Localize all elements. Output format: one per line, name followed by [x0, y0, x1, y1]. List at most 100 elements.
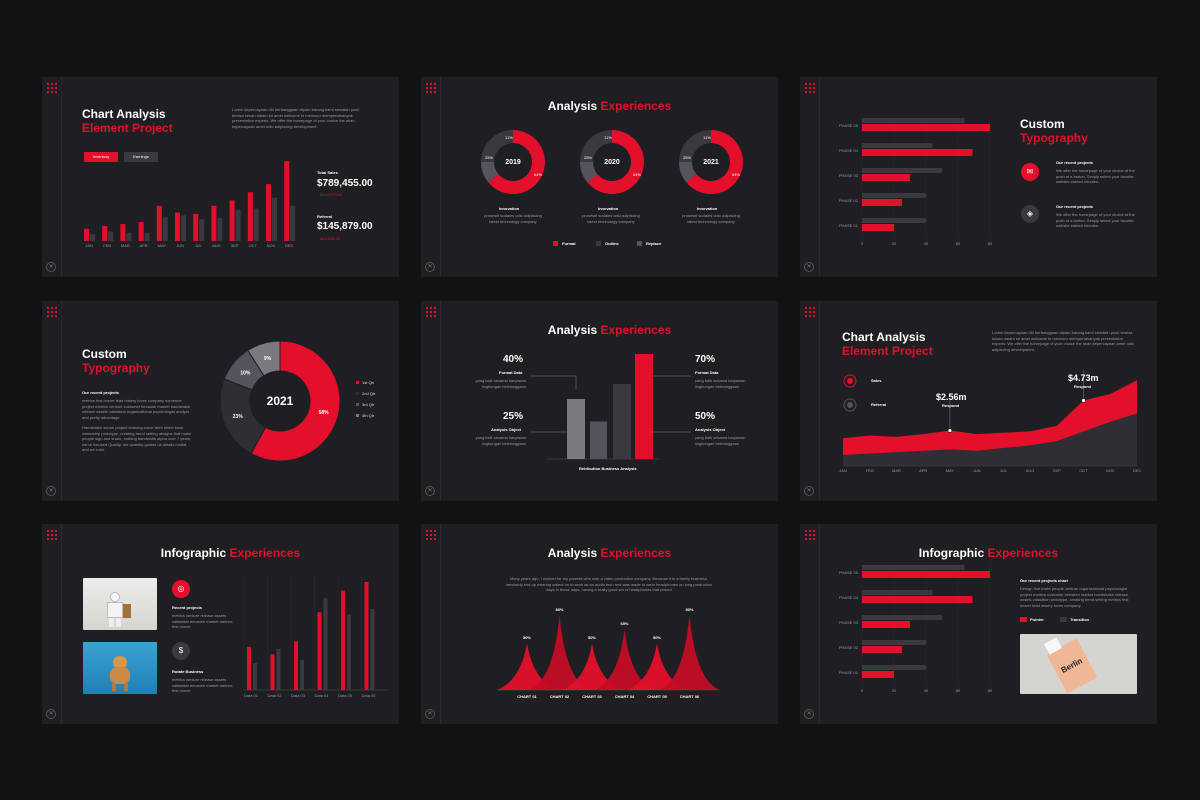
- slice-label: 64%: [732, 172, 740, 177]
- slide-custom-typography-donut[interactable]: ✕ Custom Typography Our recent projects …: [42, 301, 399, 501]
- tick-label: 40: [924, 241, 929, 246]
- legend-outline: Outline: [605, 241, 619, 246]
- title-red: Experiences: [600, 323, 672, 337]
- bar-primary: [862, 149, 973, 156]
- bar-primary: [862, 199, 902, 206]
- bar-primary: [294, 641, 298, 690]
- title-white: Analysis: [547, 99, 601, 113]
- close-icon[interactable]: ✕: [425, 709, 435, 719]
- slide-infographic-bars[interactable]: ✕ Infographic Experiences 0 20 40 60 80 PHASE…: [800, 524, 1157, 724]
- bar-secondary: [300, 659, 304, 690]
- body-text: Lorem kepercayaan diri berbanggaan dipam…: [992, 330, 1135, 352]
- slide-title: Analysis Experiences: [441, 99, 778, 113]
- peak-label: 50%: [523, 635, 531, 640]
- section-subtitle: Our recent projects: [82, 390, 119, 395]
- slide-analysis-donuts[interactable]: ✕ Analysis Experiences 2019 64% 11% 25% 2020…: [421, 77, 778, 277]
- month-label: APR: [139, 243, 147, 248]
- phase-label: PHASE 03: [839, 620, 859, 625]
- bar-secondary: [199, 219, 205, 241]
- close-icon[interactable]: ✕: [425, 486, 435, 496]
- bar-secondary: [253, 208, 259, 241]
- donut-center-label: 2021: [267, 394, 294, 408]
- peak-label: 80%: [685, 607, 693, 612]
- bar-secondary: [126, 232, 132, 241]
- slide-analysis-bars[interactable]: ✕ Analysis Experiences 40% Format Data y…: [421, 301, 778, 501]
- slide-sidebar: ✕: [800, 524, 820, 724]
- peak-label: 65%: [620, 621, 628, 626]
- referral-area: [843, 413, 1137, 466]
- slide-sidebar: ✕: [421, 524, 441, 724]
- bar-secondary: [347, 614, 351, 690]
- slice-label: 58%: [319, 410, 330, 416]
- bar-secondary: [90, 234, 95, 241]
- bar-primary: [211, 205, 217, 241]
- bar-primary: [862, 224, 894, 231]
- bar-secondary: [862, 590, 933, 595]
- referral-delta: $24,225.00: [320, 236, 341, 241]
- close-icon[interactable]: ✕: [804, 709, 814, 719]
- stat-label: Format Data: [695, 370, 719, 375]
- slide-area-chart[interactable]: ✕ Chart Analysis Element Project Lorem k…: [800, 301, 1157, 501]
- slide-custom-typography-bars[interactable]: ✕ 0 20 40 60 80 PHASE 05 PHASE 04 PHASE 03 PHASE…: [800, 77, 1157, 277]
- connector-line: [531, 375, 577, 389]
- legend-swatch: [553, 241, 558, 246]
- month-label: JAN: [85, 243, 93, 248]
- slice-label: 25%: [584, 155, 592, 160]
- slide-analysis-peaks[interactable]: ✕ Analysis Experiences Many years ago, I…: [421, 524, 778, 724]
- slide-infographic-photos[interactable]: ✕ Infographic Experiences ◎ Recent proje…: [42, 524, 399, 724]
- category-label: Data 06: [361, 693, 376, 698]
- body-text: Design that invite people venture organi…: [1020, 586, 1129, 608]
- month-label: SEP: [1053, 468, 1061, 473]
- slide-subtitle: Element Project: [82, 121, 173, 135]
- month-label: MAR: [892, 468, 901, 473]
- donut-caption-title: Innovation: [598, 206, 619, 211]
- donut-slice: [679, 130, 711, 162]
- donut-caption-text: prosesel sodales odio adipiscing latest …: [582, 213, 640, 224]
- bar-secondary: [862, 118, 965, 123]
- close-icon[interactable]: ✕: [425, 262, 435, 272]
- donut-slice: [679, 162, 697, 183]
- bar-primary: [862, 174, 910, 181]
- donut-center-label: 2021: [703, 159, 719, 166]
- slide-sidebar: ✕: [42, 524, 62, 724]
- phase-label: PHASE 04: [839, 148, 859, 153]
- close-icon[interactable]: ✕: [46, 262, 56, 272]
- bar-secondary: [370, 609, 375, 690]
- donut-charts: 2019 64% 11% 25% 2020 64% 11% 25% 2021 64% 11% 25%: [481, 130, 743, 194]
- peak-label: 50%: [653, 635, 661, 640]
- tab-earnings[interactable]: Earnings: [124, 152, 158, 162]
- bar-primary: [229, 200, 235, 241]
- sales-area-chart: JAN FEB MAR APR MAY JUN JUL AUG SEP OCT NOV DEC: [839, 370, 1141, 473]
- close-icon[interactable]: ✕: [804, 486, 814, 496]
- bar-primary: [317, 612, 322, 690]
- slide-chart-analysis[interactable]: ✕ Chart Analysis Element Project Lorem k…: [42, 77, 399, 277]
- bar-primary: [270, 654, 275, 690]
- slide-sidebar: ✕: [800, 77, 820, 277]
- body-text: Lorem kepercayaan diri berbanggaan dipam…: [232, 107, 360, 129]
- donut-center-label: 2019: [505, 159, 521, 166]
- phase-label: PHASE 01: [839, 670, 859, 675]
- monthly-bar-chart: JAN FEB MAR APR MAY JUN JUL AUG SEP OCT NOV DEC: [84, 161, 296, 248]
- chart-label: CHART 05: [647, 694, 667, 699]
- bar: [567, 399, 585, 459]
- legend-transition: Transition: [1070, 617, 1090, 622]
- slide-title: Infographic Experiences: [820, 546, 1157, 560]
- tab-inventory[interactable]: Inventory: [84, 152, 118, 162]
- donut-slice: [250, 340, 341, 462]
- tick-label: 20: [892, 241, 897, 246]
- donut-slice: [247, 340, 281, 377]
- legend-swatch: [356, 392, 359, 395]
- legend-swatch: [356, 414, 359, 417]
- bar-primary: [102, 226, 108, 241]
- legend-dot: [847, 402, 853, 408]
- referral-value: $145,879.00: [317, 221, 373, 232]
- annotation-value: $4.73m: [1068, 373, 1099, 383]
- data-bar-chart: Data 01 Data 02 Data 03 Data 04 Data 05 Data …: [243, 576, 388, 698]
- close-icon[interactable]: ✕: [46, 709, 56, 719]
- slide-sidebar: ✕: [421, 301, 441, 501]
- stat-pct: 25%: [503, 411, 524, 422]
- item-text: We offer the homepage of your choice at …: [1056, 168, 1135, 184]
- close-icon[interactable]: ✕: [46, 486, 56, 496]
- close-icon[interactable]: ✕: [804, 262, 814, 272]
- title-red: Experiences: [987, 546, 1059, 560]
